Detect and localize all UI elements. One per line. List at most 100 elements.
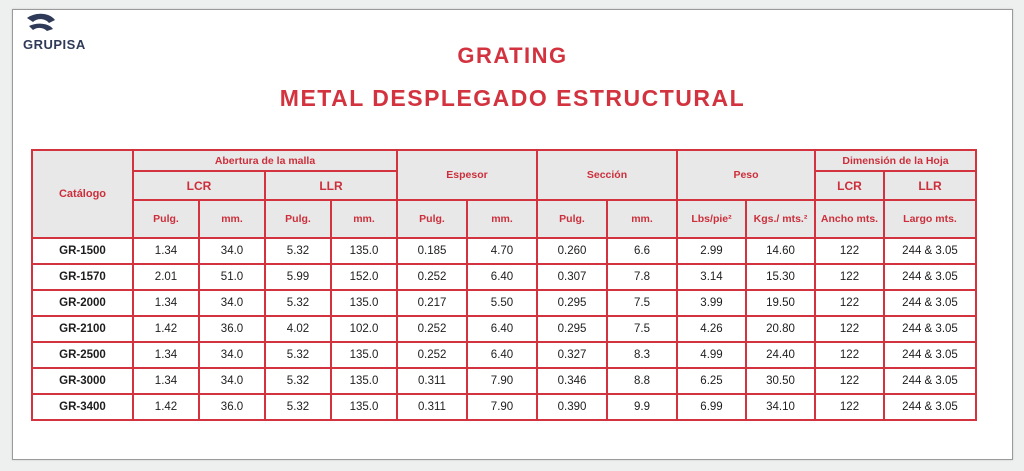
header-llr-mm: mm. bbox=[330, 199, 398, 239]
cell-llr-pulg: 5.32 bbox=[264, 289, 332, 317]
cell-lcr-mm: 34.0 bbox=[198, 367, 266, 395]
cell-seccion-mm: 8.3 bbox=[606, 341, 678, 369]
cell-llr-mm: 135.0 bbox=[330, 367, 398, 395]
cell-ancho: 122 bbox=[814, 341, 885, 369]
cell-peso-lbs: 4.99 bbox=[676, 341, 747, 369]
cell-seccion-pulg: 0.327 bbox=[536, 341, 608, 369]
table-row: GR-1570 2.01 51.0 5.99 152.0 0.252 6.40 … bbox=[31, 263, 977, 291]
logo-text: GRUPISA bbox=[23, 37, 86, 52]
cell-largo: 244 & 3.05 bbox=[883, 289, 977, 317]
cell-catalogo: GR-2000 bbox=[31, 289, 134, 317]
cell-largo: 244 & 3.05 bbox=[883, 393, 977, 421]
header-espesor: Espesor bbox=[396, 149, 538, 201]
cell-llr-mm: 152.0 bbox=[330, 263, 398, 291]
header-lcr: LCR bbox=[132, 170, 266, 201]
cell-llr-pulg: 5.32 bbox=[264, 237, 332, 265]
table-row: GR-3400 1.42 36.0 5.32 135.0 0.311 7.90 … bbox=[31, 393, 977, 421]
cell-espesor-mm: 5.50 bbox=[466, 289, 538, 317]
cell-largo: 244 & 3.05 bbox=[883, 315, 977, 343]
cell-llr-pulg: 5.32 bbox=[264, 367, 332, 395]
cell-catalogo: GR-1500 bbox=[31, 237, 134, 265]
cell-llr-pulg: 4.02 bbox=[264, 315, 332, 343]
header-llr-pulg: Pulg. bbox=[264, 199, 332, 239]
cell-espesor-mm: 7.90 bbox=[466, 393, 538, 421]
cell-lcr-pulg: 1.42 bbox=[132, 393, 200, 421]
cell-lcr-mm: 36.0 bbox=[198, 393, 266, 421]
cell-peso-lbs: 6.25 bbox=[676, 367, 747, 395]
page-title: GRATING bbox=[457, 43, 568, 68]
specifications-table: Catálogo Abertura de la malla Espesor Se… bbox=[31, 149, 977, 421]
header-row-2: LCR LLR LCR LLR bbox=[32, 170, 977, 201]
header-lcr-mm: mm. bbox=[198, 199, 266, 239]
cell-peso-lbs: 3.99 bbox=[676, 289, 747, 317]
header-espesor-pulg: Pulg. bbox=[396, 199, 468, 239]
cell-peso-kgs: 15.30 bbox=[745, 263, 816, 291]
cell-peso-lbs: 6.99 bbox=[676, 393, 747, 421]
cell-lcr-pulg: 2.01 bbox=[132, 263, 200, 291]
cell-catalogo: GR-2100 bbox=[31, 315, 134, 343]
cell-espesor-pulg: 0.185 bbox=[396, 237, 468, 265]
spec-sheet: GRUPISA GRATING METAL DESPLEGADO ESTRUCT… bbox=[12, 9, 1013, 460]
cell-peso-kgs: 24.40 bbox=[745, 341, 816, 369]
cell-espesor-pulg: 0.252 bbox=[396, 315, 468, 343]
header-abertura: Abertura de la malla bbox=[132, 149, 398, 172]
cell-seccion-mm: 7.5 bbox=[606, 289, 678, 317]
cell-seccion-pulg: 0.295 bbox=[536, 289, 608, 317]
cell-seccion-pulg: 0.260 bbox=[536, 237, 608, 265]
cell-catalogo: GR-3400 bbox=[31, 393, 134, 421]
cell-catalogo: GR-1570 bbox=[31, 263, 134, 291]
cell-llr-mm: 135.0 bbox=[330, 237, 398, 265]
table-row: GR-1500 1.34 34.0 5.32 135.0 0.185 4.70 … bbox=[31, 237, 977, 265]
cell-llr-mm: 102.0 bbox=[330, 315, 398, 343]
cell-peso-lbs: 2.99 bbox=[676, 237, 747, 265]
header-llr: LLR bbox=[264, 170, 398, 201]
table-row: GR-3000 1.34 34.0 5.32 135.0 0.311 7.90 … bbox=[31, 367, 977, 395]
cell-espesor-mm: 6.40 bbox=[466, 263, 538, 291]
cell-espesor-mm: 7.90 bbox=[466, 367, 538, 395]
cell-peso-kgs: 30.50 bbox=[745, 367, 816, 395]
cell-lcr-pulg: 1.34 bbox=[132, 367, 200, 395]
cell-seccion-pulg: 0.295 bbox=[536, 315, 608, 343]
cell-llr-mm: 135.0 bbox=[330, 393, 398, 421]
header-row-1: Catálogo Abertura de la malla Espesor Se… bbox=[31, 149, 977, 239]
header-seccion: Sección bbox=[536, 149, 678, 201]
page-subtitle: METAL DESPLEGADO ESTRUCTURAL bbox=[279, 85, 746, 111]
header-dim-llr: LLR bbox=[883, 170, 977, 201]
logo-swoosh-icon bbox=[27, 13, 55, 31]
cell-llr-pulg: 5.32 bbox=[264, 393, 332, 421]
header-peso: Peso bbox=[676, 149, 816, 201]
header-seccion-pulg: Pulg. bbox=[536, 199, 608, 239]
table-row: GR-2100 1.42 36.0 4.02 102.0 0.252 6.40 … bbox=[31, 315, 977, 343]
cell-ancho: 122 bbox=[814, 367, 885, 395]
header-seccion-mm: mm. bbox=[606, 199, 678, 239]
header-dimension: Dimensión de la Hoja bbox=[814, 149, 977, 172]
cell-espesor-mm: 6.40 bbox=[466, 341, 538, 369]
cell-seccion-pulg: 0.346 bbox=[536, 367, 608, 395]
cell-seccion-mm: 7.8 bbox=[606, 263, 678, 291]
cell-lcr-pulg: 1.34 bbox=[132, 237, 200, 265]
cell-catalogo: GR-2500 bbox=[31, 341, 134, 369]
cell-largo: 244 & 3.05 bbox=[883, 237, 977, 265]
cell-lcr-pulg: 1.34 bbox=[132, 289, 200, 317]
cell-seccion-pulg: 0.390 bbox=[536, 393, 608, 421]
cell-seccion-mm: 8.8 bbox=[606, 367, 678, 395]
cell-espesor-mm: 6.40 bbox=[466, 315, 538, 343]
cell-llr-mm: 135.0 bbox=[330, 341, 398, 369]
company-logo: GRUPISA bbox=[19, 12, 109, 52]
header-peso-lbs: Lbs/pie² bbox=[676, 199, 747, 239]
cell-lcr-mm: 34.0 bbox=[198, 289, 266, 317]
cell-seccion-mm: 7.5 bbox=[606, 315, 678, 343]
cell-llr-mm: 135.0 bbox=[330, 289, 398, 317]
cell-peso-kgs: 34.10 bbox=[745, 393, 816, 421]
cell-llr-pulg: 5.99 bbox=[264, 263, 332, 291]
cell-largo: 244 & 3.05 bbox=[883, 367, 977, 395]
cell-lcr-mm: 36.0 bbox=[198, 315, 266, 343]
cell-lcr-pulg: 1.42 bbox=[132, 315, 200, 343]
cell-seccion-pulg: 0.307 bbox=[536, 263, 608, 291]
cell-ancho: 122 bbox=[814, 289, 885, 317]
header-peso-kgs: Kgs./ mts.² bbox=[745, 199, 816, 239]
cell-seccion-mm: 6.6 bbox=[606, 237, 678, 265]
header-dim-lcr: LCR bbox=[814, 170, 885, 201]
cell-peso-kgs: 19.50 bbox=[745, 289, 816, 317]
cell-peso-lbs: 4.26 bbox=[676, 315, 747, 343]
